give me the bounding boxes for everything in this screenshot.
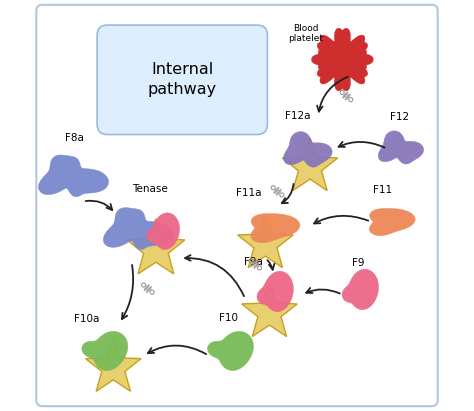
Text: Tenase: Tenase — [132, 184, 168, 194]
Text: F9: F9 — [352, 259, 365, 268]
Polygon shape — [237, 215, 293, 268]
Text: F8a: F8a — [65, 133, 84, 143]
FancyBboxPatch shape — [36, 5, 438, 406]
Ellipse shape — [254, 262, 259, 268]
Text: F12a: F12a — [285, 111, 310, 121]
Polygon shape — [311, 28, 373, 91]
Text: F11a: F11a — [237, 188, 262, 198]
Polygon shape — [251, 214, 300, 243]
Ellipse shape — [276, 189, 282, 196]
Polygon shape — [282, 138, 338, 191]
Polygon shape — [369, 208, 415, 236]
Text: Blood
platelet: Blood platelet — [288, 24, 323, 43]
Polygon shape — [38, 155, 109, 197]
Text: F9a: F9a — [244, 257, 263, 267]
Text: F12: F12 — [390, 112, 409, 122]
Polygon shape — [208, 331, 254, 371]
Polygon shape — [103, 208, 173, 249]
Polygon shape — [342, 269, 379, 310]
Ellipse shape — [273, 187, 279, 194]
Ellipse shape — [251, 260, 257, 266]
Polygon shape — [242, 284, 297, 337]
Polygon shape — [283, 132, 332, 167]
Text: F10a: F10a — [74, 314, 100, 324]
Text: F10: F10 — [219, 313, 238, 323]
Polygon shape — [146, 213, 180, 249]
Polygon shape — [86, 339, 141, 391]
Ellipse shape — [146, 286, 152, 293]
FancyBboxPatch shape — [97, 25, 267, 134]
Ellipse shape — [345, 94, 350, 100]
Polygon shape — [378, 131, 424, 164]
Ellipse shape — [343, 92, 348, 98]
Text: Internal
pathway: Internal pathway — [148, 62, 217, 97]
Ellipse shape — [144, 284, 149, 291]
Polygon shape — [82, 331, 128, 371]
Polygon shape — [127, 219, 185, 274]
Text: F11: F11 — [374, 185, 392, 195]
Polygon shape — [257, 271, 293, 312]
